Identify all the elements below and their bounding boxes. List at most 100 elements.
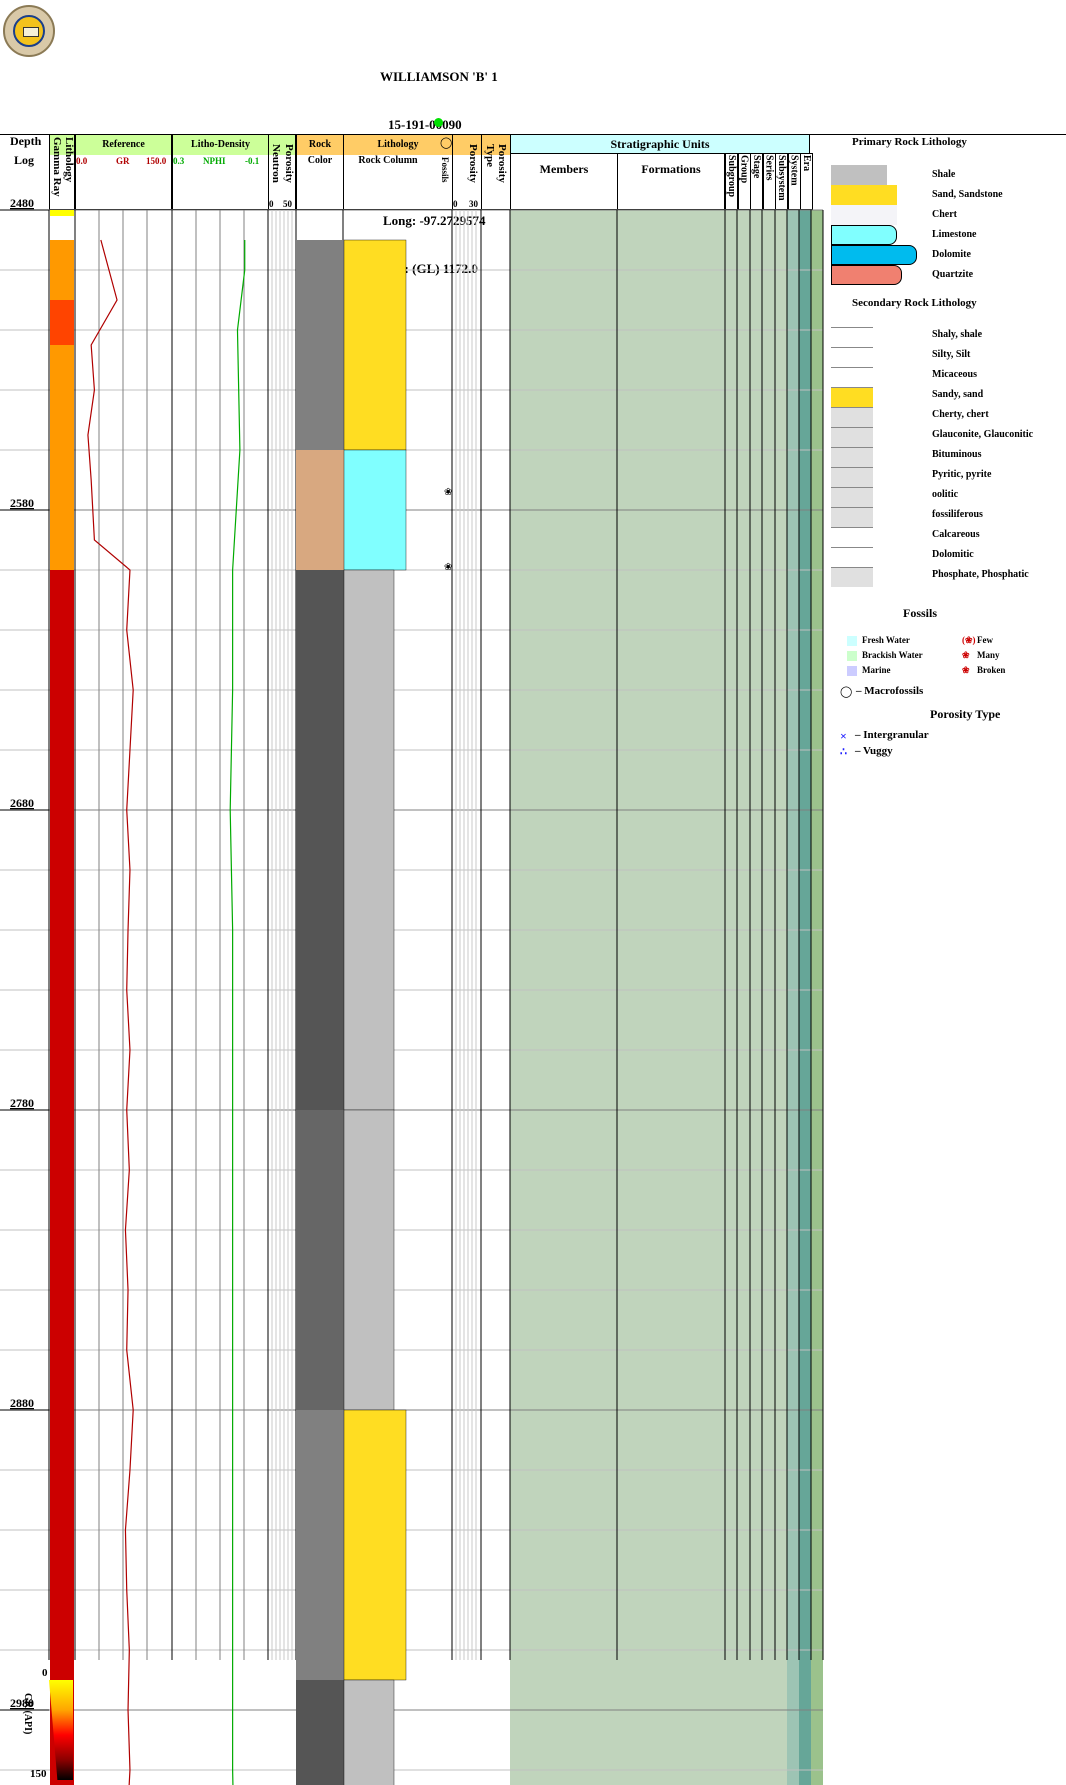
secondary-swatch bbox=[831, 367, 873, 387]
secondary-legend-label: Silty, Silt bbox=[932, 349, 971, 360]
lithology-segment bbox=[343, 569, 395, 1111]
gr-strip-segment bbox=[50, 1170, 74, 1230]
depth-tick-label: 2680 bbox=[10, 796, 34, 810]
members-label: Members bbox=[539, 162, 589, 176]
lithology-vert-label: Lithology bbox=[63, 137, 75, 183]
strat-band bbox=[510, 210, 800, 1785]
strat-col-label-group: Group bbox=[738, 155, 750, 184]
gr-strip-segment bbox=[50, 690, 74, 750]
secondary-legend-title: Secondary Rock Lithology bbox=[852, 297, 977, 309]
depth-tick-label: 2980 bbox=[10, 1696, 34, 1710]
gr-strip-segment bbox=[50, 630, 74, 690]
secondary-legend-label: Calcareous bbox=[932, 529, 980, 540]
depth-tick-label: 2880 bbox=[10, 1396, 34, 1410]
secondary-swatch bbox=[831, 447, 873, 467]
nphi-max: -0.1 bbox=[245, 156, 260, 166]
fossil-abundance-label: Broken bbox=[977, 665, 1006, 675]
secondary-swatch bbox=[831, 547, 873, 567]
gr-strip-segment bbox=[50, 1350, 74, 1410]
rock-color-segment bbox=[296, 1110, 344, 1410]
litho-density-label: Litho-Density bbox=[191, 139, 250, 150]
secondary-legend-label: Shaly, shale bbox=[932, 329, 983, 340]
porosity-max: 30 bbox=[469, 199, 478, 209]
depth-tick-label: 2780 bbox=[10, 1096, 34, 1110]
gr-strip-segment bbox=[50, 930, 74, 990]
secondary-legend-label: fossiliferous bbox=[932, 509, 983, 520]
gr-scale-title: GR (API) bbox=[22, 1693, 33, 1735]
gr-strip-segment bbox=[50, 1290, 74, 1350]
gr-strip-segment bbox=[50, 750, 74, 810]
secondary-legend-label: oolitic bbox=[932, 489, 959, 500]
secondary-legend-label: Sandy, sand bbox=[932, 389, 984, 400]
primary-swatch-quartzite bbox=[831, 265, 902, 285]
porosity-neutron-label-2: Neutron bbox=[270, 144, 282, 183]
secondary-swatch bbox=[831, 507, 873, 527]
rock-color-segment bbox=[296, 450, 344, 570]
lithology-segment bbox=[343, 449, 407, 571]
intergranular-icon: × bbox=[840, 729, 847, 743]
gr-strip-segment bbox=[50, 390, 74, 435]
lithology-segment bbox=[343, 1409, 407, 1681]
porosity-neutron-label-1: Porosity bbox=[283, 144, 295, 183]
nphi-curve bbox=[229, 240, 246, 1785]
primary-swatch-limestone bbox=[831, 225, 897, 245]
era-band bbox=[811, 210, 823, 1785]
vuggy-icon: ∴ bbox=[840, 746, 847, 758]
primary-legend-title: Primary Rock Lithology bbox=[852, 136, 967, 148]
strat-col-label-system: System bbox=[788, 155, 800, 186]
depth-tick-label: 2480 bbox=[10, 196, 34, 210]
strat-col-label-stage: Stage bbox=[751, 155, 762, 179]
gr-scale-min: 0 bbox=[42, 1667, 48, 1679]
primary-swatch-sand-sandstone bbox=[831, 185, 897, 205]
gr-strip-segment bbox=[50, 480, 74, 540]
fossil-env-label: Marine bbox=[862, 665, 891, 675]
fossil-env-swatch bbox=[847, 651, 857, 661]
strat-col-label-series: Series bbox=[763, 155, 775, 181]
fossil-abundance-label: Many bbox=[977, 650, 1000, 660]
api-number: 15-191-00090 bbox=[388, 117, 462, 132]
formations-label: Formations bbox=[641, 162, 701, 176]
longitude: Long: -97.2729574 bbox=[383, 213, 486, 228]
gr-strip-segment bbox=[50, 1470, 74, 1530]
rock-color-segment bbox=[296, 570, 344, 1110]
fossil-abundance-icon: ❀ bbox=[962, 665, 970, 675]
secondary-swatch bbox=[831, 407, 873, 427]
fossil-marker: ❀ bbox=[444, 562, 452, 573]
rock-color-segment bbox=[296, 1680, 344, 1785]
kgs-logo bbox=[3, 5, 55, 57]
macrofossils-label: – Macrofossils bbox=[856, 685, 924, 697]
vuggy-label: – Vuggy bbox=[855, 745, 893, 757]
gr-strip-segment bbox=[50, 345, 74, 390]
strat-col-label-era: Era bbox=[801, 155, 812, 172]
secondary-legend-label: Glauconite, Glauconitic bbox=[932, 429, 1034, 440]
well-name: WILLIAMSON 'B' 1 bbox=[380, 69, 498, 84]
strat-col-label-subsystem: Subsystem bbox=[776, 155, 787, 201]
gr-strip-segment bbox=[50, 1050, 74, 1110]
subsystem-band bbox=[787, 210, 799, 1785]
gr-strip-segment bbox=[50, 1590, 74, 1650]
primary-swatch-shale bbox=[831, 165, 887, 185]
secondary-swatch bbox=[831, 487, 873, 507]
neutron-header bbox=[268, 134, 296, 210]
reference-label: Reference bbox=[102, 139, 145, 150]
secondary-swatch bbox=[831, 387, 873, 407]
secondary-swatch bbox=[831, 527, 873, 547]
gr-strip-segment bbox=[50, 1410, 74, 1470]
secondary-swatch bbox=[831, 567, 873, 587]
lithology-label: Lithology bbox=[377, 139, 419, 150]
fossils-legend-title: Fossils bbox=[903, 606, 938, 620]
intergranular-label: – Intergranular bbox=[855, 729, 929, 741]
lithology-segment bbox=[343, 1109, 395, 1411]
depth-header: Depth bbox=[10, 134, 42, 148]
gr-strip-segment bbox=[50, 870, 74, 930]
gamma-ray-header bbox=[49, 134, 75, 210]
primary-legend-label: Sand, Sandstone bbox=[932, 189, 1003, 200]
gr-scale-max: 150 bbox=[30, 1768, 47, 1780]
status-dot bbox=[434, 118, 443, 127]
gr-curve bbox=[87, 239, 134, 1785]
secondary-legend-label: Micaceous bbox=[932, 369, 977, 380]
fossil-header-icon: ◯ bbox=[440, 137, 453, 149]
porosity-vert-label: Porosity bbox=[467, 144, 479, 183]
gr-strip-segment bbox=[50, 210, 74, 216]
